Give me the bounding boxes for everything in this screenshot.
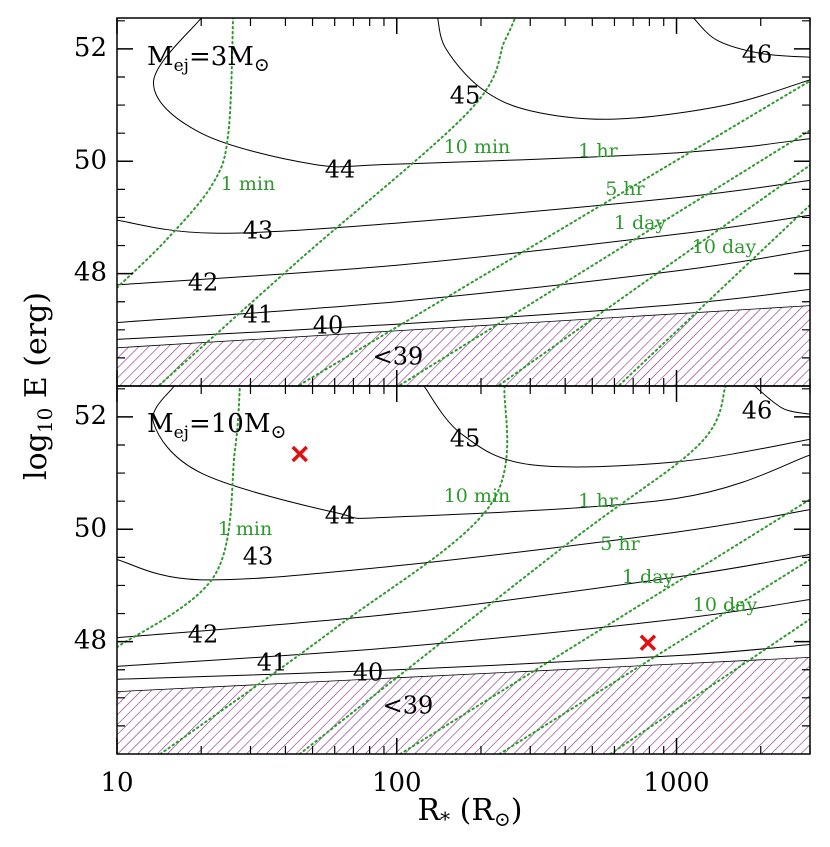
duration-line bbox=[298, 79, 810, 386]
label-text: E (erg) bbox=[19, 292, 54, 408]
label-text: R bbox=[418, 793, 442, 828]
contour-line bbox=[117, 214, 810, 286]
contour-line bbox=[117, 288, 810, 340]
duration-line bbox=[117, 386, 241, 649]
marker bbox=[291, 445, 308, 463]
contour-label: 46 bbox=[742, 397, 773, 425]
duration-label: 10 day bbox=[692, 236, 757, 258]
y-axis-label: log10 E (erg) bbox=[19, 292, 57, 480]
duration-line bbox=[399, 498, 810, 754]
duration-line bbox=[609, 618, 810, 754]
contour-line bbox=[117, 179, 810, 234]
duration-label: 1 day bbox=[614, 212, 667, 234]
y-tick-label: 48 bbox=[74, 626, 107, 656]
duration-line bbox=[298, 386, 727, 754]
contour-label: 44 bbox=[325, 156, 356, 184]
contour-line bbox=[117, 643, 810, 680]
title-text: M bbox=[147, 409, 174, 439]
x-tick-label: 100 bbox=[372, 768, 422, 798]
y-tick-label: 50 bbox=[74, 513, 107, 543]
contour-line bbox=[693, 18, 810, 58]
title-text: =3M bbox=[189, 42, 254, 72]
contour-label: 45 bbox=[450, 425, 481, 453]
duration-label: 5 hr bbox=[605, 178, 645, 200]
panel bbox=[117, 18, 810, 386]
duration-label: 10 day bbox=[693, 594, 758, 616]
duration-line bbox=[618, 204, 810, 386]
label-symbol: ⊙ bbox=[494, 807, 511, 831]
y-tick-label: 52 bbox=[74, 401, 107, 431]
y-tick-label: 52 bbox=[74, 33, 107, 63]
contour-line bbox=[152, 386, 810, 519]
plot-frame bbox=[116, 385, 811, 755]
title-symbol: ⊙ bbox=[270, 421, 286, 443]
duration-line bbox=[498, 164, 810, 386]
marker bbox=[639, 634, 657, 651]
contour-line bbox=[437, 18, 810, 120]
label-subscript: 10 bbox=[33, 408, 57, 433]
contour-line bbox=[423, 386, 810, 468]
title-text: =10M bbox=[189, 409, 271, 439]
title-text: M bbox=[147, 42, 174, 72]
duration-label: 1 min bbox=[221, 173, 275, 195]
duration-line bbox=[158, 18, 517, 386]
region-label: <39 bbox=[383, 692, 434, 720]
x-tick-label: 10 bbox=[100, 768, 133, 798]
title-subscript: ej bbox=[174, 423, 189, 443]
contour-label: 42 bbox=[188, 269, 219, 297]
contour-label: 40 bbox=[313, 312, 344, 340]
panel-title: Mej=3M⊙ bbox=[147, 42, 270, 76]
duration-label: 10 min bbox=[444, 485, 511, 507]
contour-label: 43 bbox=[243, 543, 274, 571]
duration-label: 5 hr bbox=[600, 533, 640, 555]
label-text: ) bbox=[511, 793, 523, 828]
duration-label: 1 min bbox=[218, 518, 272, 540]
duration-line bbox=[399, 129, 810, 386]
contour-label: 43 bbox=[243, 217, 274, 245]
title-subscript: ej bbox=[174, 56, 189, 76]
duration-line bbox=[117, 18, 235, 289]
contour-label: 44 bbox=[325, 502, 356, 530]
contour-line bbox=[117, 554, 810, 639]
x-tick-label: 1000 bbox=[643, 768, 709, 798]
duration-label: 10 min bbox=[444, 136, 511, 158]
contour-line bbox=[117, 599, 810, 667]
contour-line bbox=[117, 509, 810, 581]
excluded-region bbox=[117, 656, 810, 754]
contour-label: 41 bbox=[257, 649, 288, 677]
duration-label: 1 day bbox=[622, 566, 675, 588]
contour-line bbox=[117, 249, 810, 324]
contour-line bbox=[152, 18, 810, 168]
label-subscript: * bbox=[440, 807, 450, 831]
x-axis-label: R* (R⊙) bbox=[418, 793, 523, 831]
label-text: log bbox=[19, 433, 54, 480]
y-tick-label: 48 bbox=[74, 258, 107, 288]
region-label: <39 bbox=[373, 343, 424, 371]
title-symbol: ⊙ bbox=[254, 54, 270, 76]
contour-label: 40 bbox=[353, 659, 384, 687]
contour-label: 46 bbox=[742, 41, 773, 69]
panel-title: Mej=10M⊙ bbox=[147, 409, 286, 443]
label-text: (R bbox=[450, 793, 495, 828]
duration-label: 1 hr bbox=[578, 140, 618, 162]
panel bbox=[117, 386, 810, 754]
contour-label: 42 bbox=[188, 621, 219, 649]
duration-label: 1 hr bbox=[578, 490, 618, 512]
y-tick-label: 50 bbox=[74, 145, 107, 175]
contour-label: 41 bbox=[243, 301, 274, 329]
duration-line bbox=[159, 386, 509, 754]
contour-label: 45 bbox=[450, 82, 481, 110]
